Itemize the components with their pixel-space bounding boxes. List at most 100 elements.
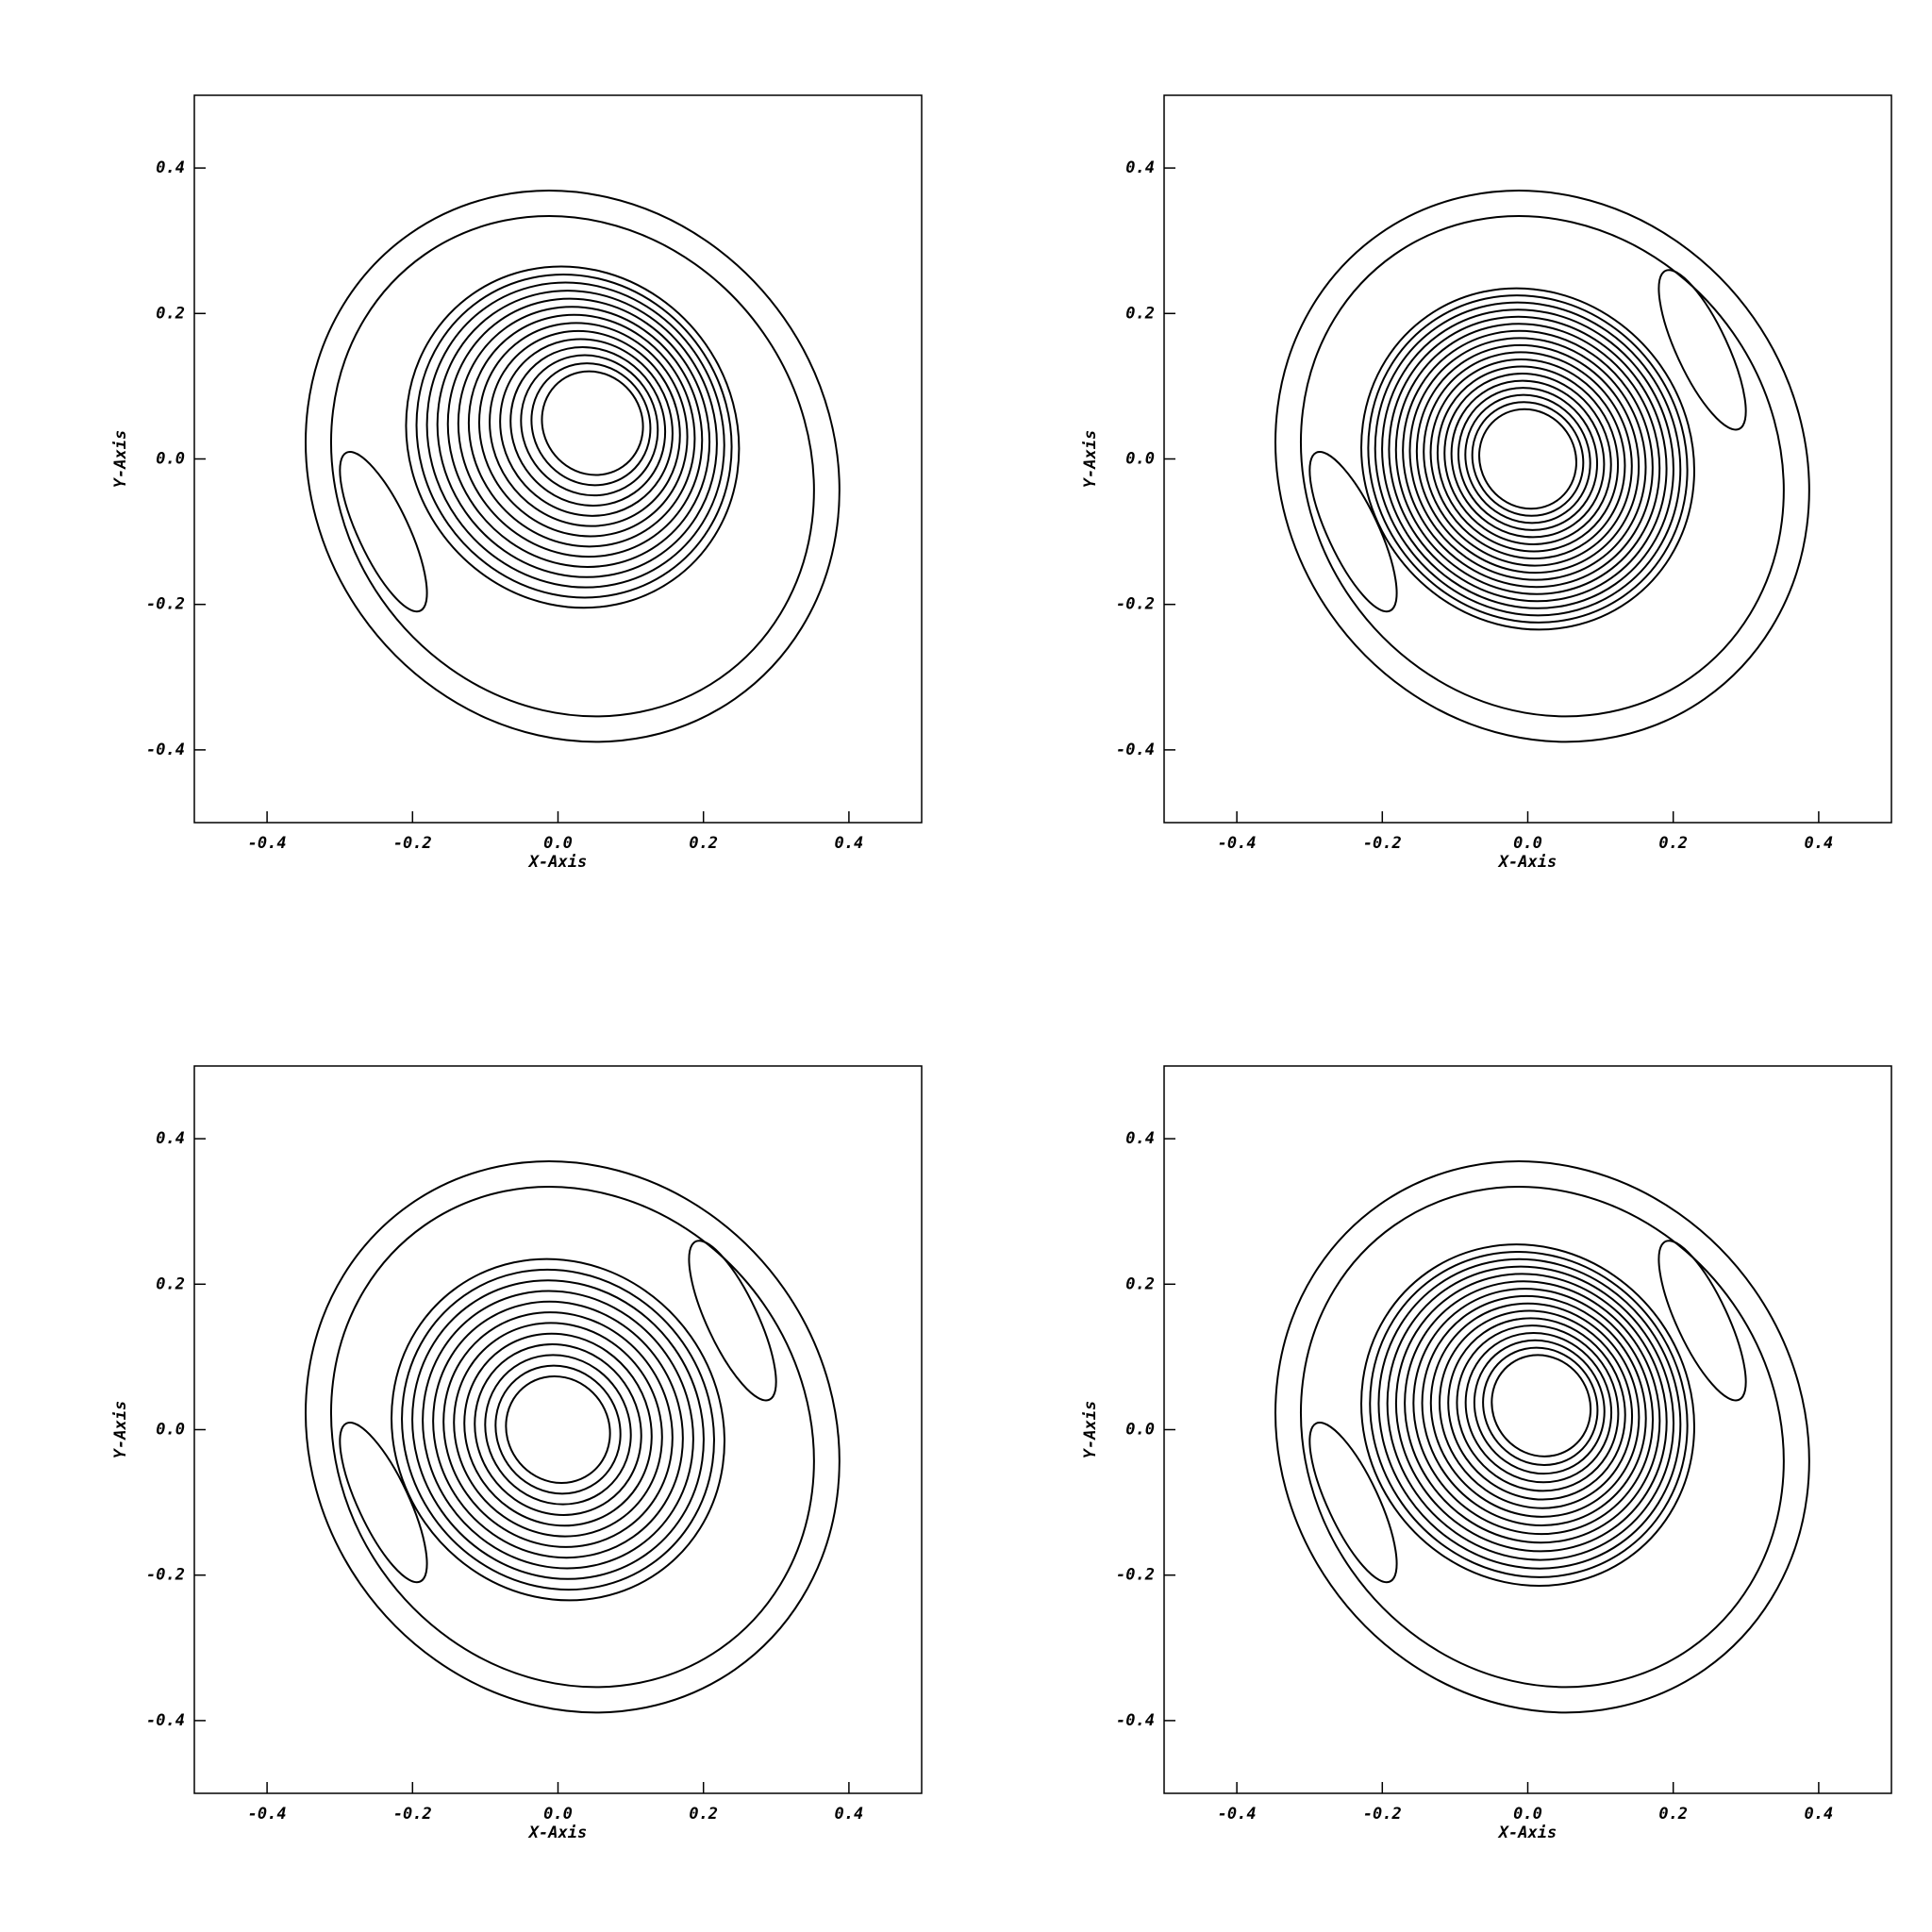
- x-tick-label: 0.4: [1805, 1805, 1834, 1824]
- contour-line: [1374, 301, 1682, 617]
- y-axis-label: Y-Axis: [1081, 1401, 1100, 1458]
- contour-line: [1308, 450, 1398, 613]
- contour-line: [489, 329, 681, 527]
- contour-panel: -0.4 -0.2 0.0 0.2 0.4 -0.4 -0.2 0.0 0.2 0.4 X-Axis…: [111, 1065, 923, 1842]
- plot-area: [305, 1160, 841, 1714]
- contour-line: [436, 290, 718, 578]
- contour-line: [1412, 1288, 1655, 1536]
- x-tick-label: -0.2: [1363, 1805, 1402, 1824]
- contour-line: [530, 362, 652, 487]
- y-tick-label: 0.0: [1125, 1421, 1155, 1440]
- contour-line: [446, 297, 711, 568]
- y-tick-label: 0.2: [1125, 1274, 1155, 1293]
- contour-line: [1478, 408, 1577, 510]
- x-tick-label: -0.2: [393, 834, 432, 853]
- contour-line: [1394, 323, 1661, 595]
- x-tick-label: 0.4: [835, 834, 864, 853]
- contour-line: [1369, 1251, 1689, 1578]
- contour-panel: -0.4 -0.2 0.0 0.2 0.4 -0.4 -0.2 0.0 0.2 0.4 X-Axis…: [1081, 1065, 1892, 1842]
- x-axis-label: X-Axis: [1497, 853, 1557, 872]
- contour-line: [1456, 1324, 1620, 1492]
- y-tick-label: -0.4: [146, 741, 185, 759]
- plot-area: [1274, 1160, 1810, 1714]
- contour-line: [432, 1300, 684, 1559]
- y-axis-label: Y-Axis: [111, 430, 130, 488]
- contour-line: [1377, 1257, 1682, 1570]
- contour-line: [1274, 190, 1810, 743]
- contour-line: [1473, 1339, 1606, 1475]
- y-tick-label: 0.0: [156, 1421, 185, 1440]
- x-axis-label: X-Axis: [527, 853, 587, 872]
- contour-line: [1415, 343, 1641, 575]
- y-tick-label: -0.4: [146, 1711, 185, 1730]
- x-axis-label: X-Axis: [527, 1824, 587, 1842]
- contour-line: [1423, 351, 1633, 567]
- contour-line: [1429, 1302, 1641, 1518]
- y-tick-label: -0.4: [1116, 1711, 1155, 1730]
- contour-line: [1308, 1421, 1398, 1584]
- contour-line: [1404, 1280, 1661, 1544]
- contour-line: [1464, 393, 1591, 525]
- contour-line: [1450, 379, 1606, 539]
- contour-line: [1402, 329, 1654, 589]
- x-tick-label: -0.4: [1218, 1805, 1257, 1824]
- y-tick-label: 0.4: [156, 1129, 185, 1148]
- contour-line: [1274, 1160, 1810, 1714]
- contour-line: [1439, 1309, 1634, 1509]
- contour-line: [1408, 337, 1647, 581]
- contour-line: [1436, 365, 1620, 553]
- y-tick-label: 0.2: [156, 304, 185, 323]
- x-tick-label: -0.4: [248, 834, 287, 853]
- contour-line: [415, 274, 733, 599]
- contour-panel: -0.4 -0.2 0.0 0.2 0.4 -0.4 -0.2 0.0 0.2 0.4 X-Axis…: [111, 94, 923, 872]
- x-tick-label: 0.2: [689, 1805, 718, 1824]
- y-tick-label: 0.2: [1125, 304, 1155, 323]
- contour-line: [1300, 1186, 1785, 1689]
- x-tick-label: 0.4: [835, 1805, 864, 1824]
- contour-panel: -0.4 -0.2 0.0 0.2 0.4 -0.4 -0.2 0.0 0.2 0.4 X-Axis…: [1081, 94, 1892, 872]
- x-tick-label: -0.4: [1218, 834, 1257, 853]
- contour-line: [688, 1240, 777, 1402]
- contour-line: [1300, 215, 1785, 718]
- contour-line: [339, 1421, 428, 1584]
- contour-line: [1443, 373, 1612, 545]
- x-tick-label: 0.0: [543, 1805, 573, 1824]
- plot-area: [305, 190, 841, 743]
- contour-line: [391, 1257, 725, 1602]
- contour-line: [305, 1160, 841, 1714]
- contour-line: [467, 313, 696, 548]
- contour-line: [1471, 401, 1585, 517]
- contour-line: [339, 450, 428, 613]
- x-tick-label: 0.0: [1513, 1805, 1542, 1824]
- plot-area: [1274, 190, 1810, 743]
- contour-line: [1482, 1346, 1599, 1466]
- contour-line: [494, 1364, 622, 1495]
- contour-line: [1457, 387, 1599, 531]
- contour-line: [1447, 1317, 1626, 1501]
- x-tick-label: -0.2: [1363, 834, 1402, 853]
- contour-line: [411, 1279, 705, 1580]
- y-tick-label: -0.4: [1116, 741, 1155, 759]
- contour-line: [1429, 358, 1626, 560]
- contour-line: [1491, 1354, 1592, 1457]
- x-tick-label: -0.2: [393, 1805, 432, 1824]
- y-tick-label: 0.4: [1125, 1129, 1155, 1148]
- contour-line: [457, 306, 704, 558]
- contour-line: [463, 1332, 653, 1527]
- contour-line: [442, 1311, 674, 1548]
- contour-line: [1360, 1243, 1695, 1587]
- y-tick-label: -0.2: [1116, 595, 1155, 614]
- contour-line: [474, 1343, 642, 1516]
- x-axis-label: X-Axis: [1497, 1824, 1557, 1842]
- contour-line: [520, 354, 659, 497]
- contour-line: [425, 281, 725, 589]
- y-tick-label: 0.4: [156, 158, 185, 177]
- x-tick-label: 0.2: [1658, 834, 1688, 853]
- y-tick-label: -0.2: [1116, 1566, 1155, 1585]
- x-tick-label: 0.0: [1513, 834, 1542, 853]
- contour-line: [1464, 1331, 1613, 1484]
- y-axis-label: Y-Axis: [111, 1401, 130, 1458]
- contour-line: [1421, 1294, 1647, 1526]
